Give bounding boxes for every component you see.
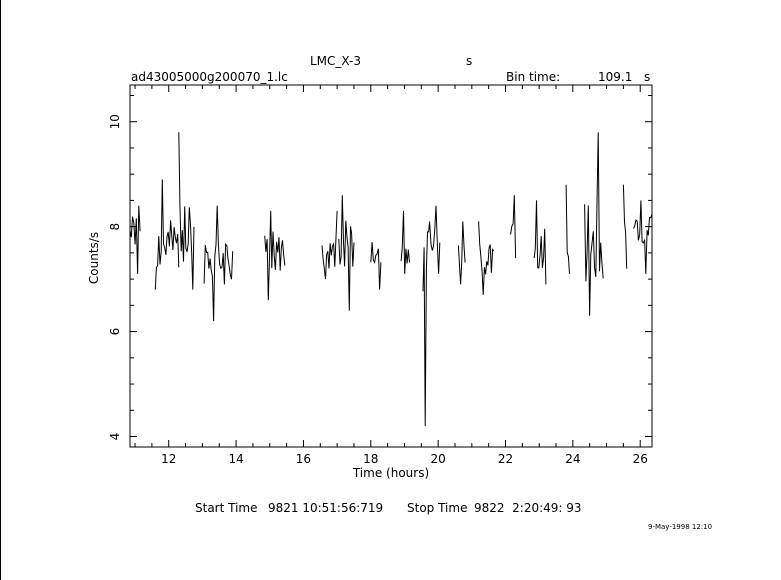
light-curve-series: [129, 132, 653, 427]
light-curve-segment: [178, 132, 195, 290]
light-curve-segment: [400, 210, 410, 274]
light-curve-segment: [422, 221, 431, 427]
file-name: ad43005000g200070_1.lc: [131, 70, 288, 84]
y-tick-label: 8: [108, 223, 122, 231]
date-stamp: 9-May-1998 12:10: [648, 523, 713, 531]
light-curve-segment: [370, 242, 382, 290]
x-tick-label: 18: [363, 452, 378, 466]
x-tick-label: 20: [431, 452, 446, 466]
x-tick-label: 26: [633, 452, 648, 466]
object-unit: s: [466, 54, 473, 68]
x-tick-label: 24: [565, 452, 580, 466]
light-curve-segment: [264, 210, 286, 301]
object-name: LMC_X-3: [310, 54, 362, 68]
light-curve-segment: [478, 221, 495, 295]
light-curve-segment: [510, 195, 517, 259]
light-curve-segment: [533, 200, 547, 285]
start-time-value: 9821 10:51:56:719: [268, 501, 384, 515]
axis-ticks: [130, 85, 652, 447]
y-tick-label: 10: [108, 114, 122, 129]
stop-time-label: Stop Time: [407, 501, 468, 515]
light-curve-segment: [321, 210, 338, 280]
window-left-edge: [0, 0, 1, 580]
x-tick-label: 12: [161, 452, 176, 466]
y-tick-label: 4: [108, 433, 122, 441]
bin-time-value: 109.1: [598, 70, 633, 84]
light-curve-segment: [429, 205, 441, 274]
start-time-label: Start Time: [195, 501, 258, 515]
x-tick-label: 14: [228, 452, 243, 466]
light-curve-segment: [565, 184, 570, 274]
light-curve-segment: [154, 179, 180, 290]
light-curve-segment: [584, 132, 604, 316]
y-tick-label: 6: [108, 328, 122, 336]
bin-time-unit: s: [644, 70, 651, 84]
x-tick-label: 22: [498, 452, 513, 466]
light-curve-segment: [338, 195, 355, 311]
plot-frame: [129, 84, 653, 448]
light-curve-segment: [129, 205, 141, 274]
stop-time-value: 9822 2:20:49: 93: [474, 501, 582, 515]
light-curve-segment: [203, 205, 234, 322]
light-curve-segment: [633, 200, 653, 274]
light-curve-segment: [457, 221, 466, 285]
x-tick-label: 16: [296, 452, 311, 466]
x-axis-label: Time (hours): [352, 466, 429, 480]
y-axis-label: Counts/s: [87, 232, 101, 284]
bin-time-label: Bin time:: [506, 70, 561, 84]
light-curve-segment: [622, 184, 628, 269]
